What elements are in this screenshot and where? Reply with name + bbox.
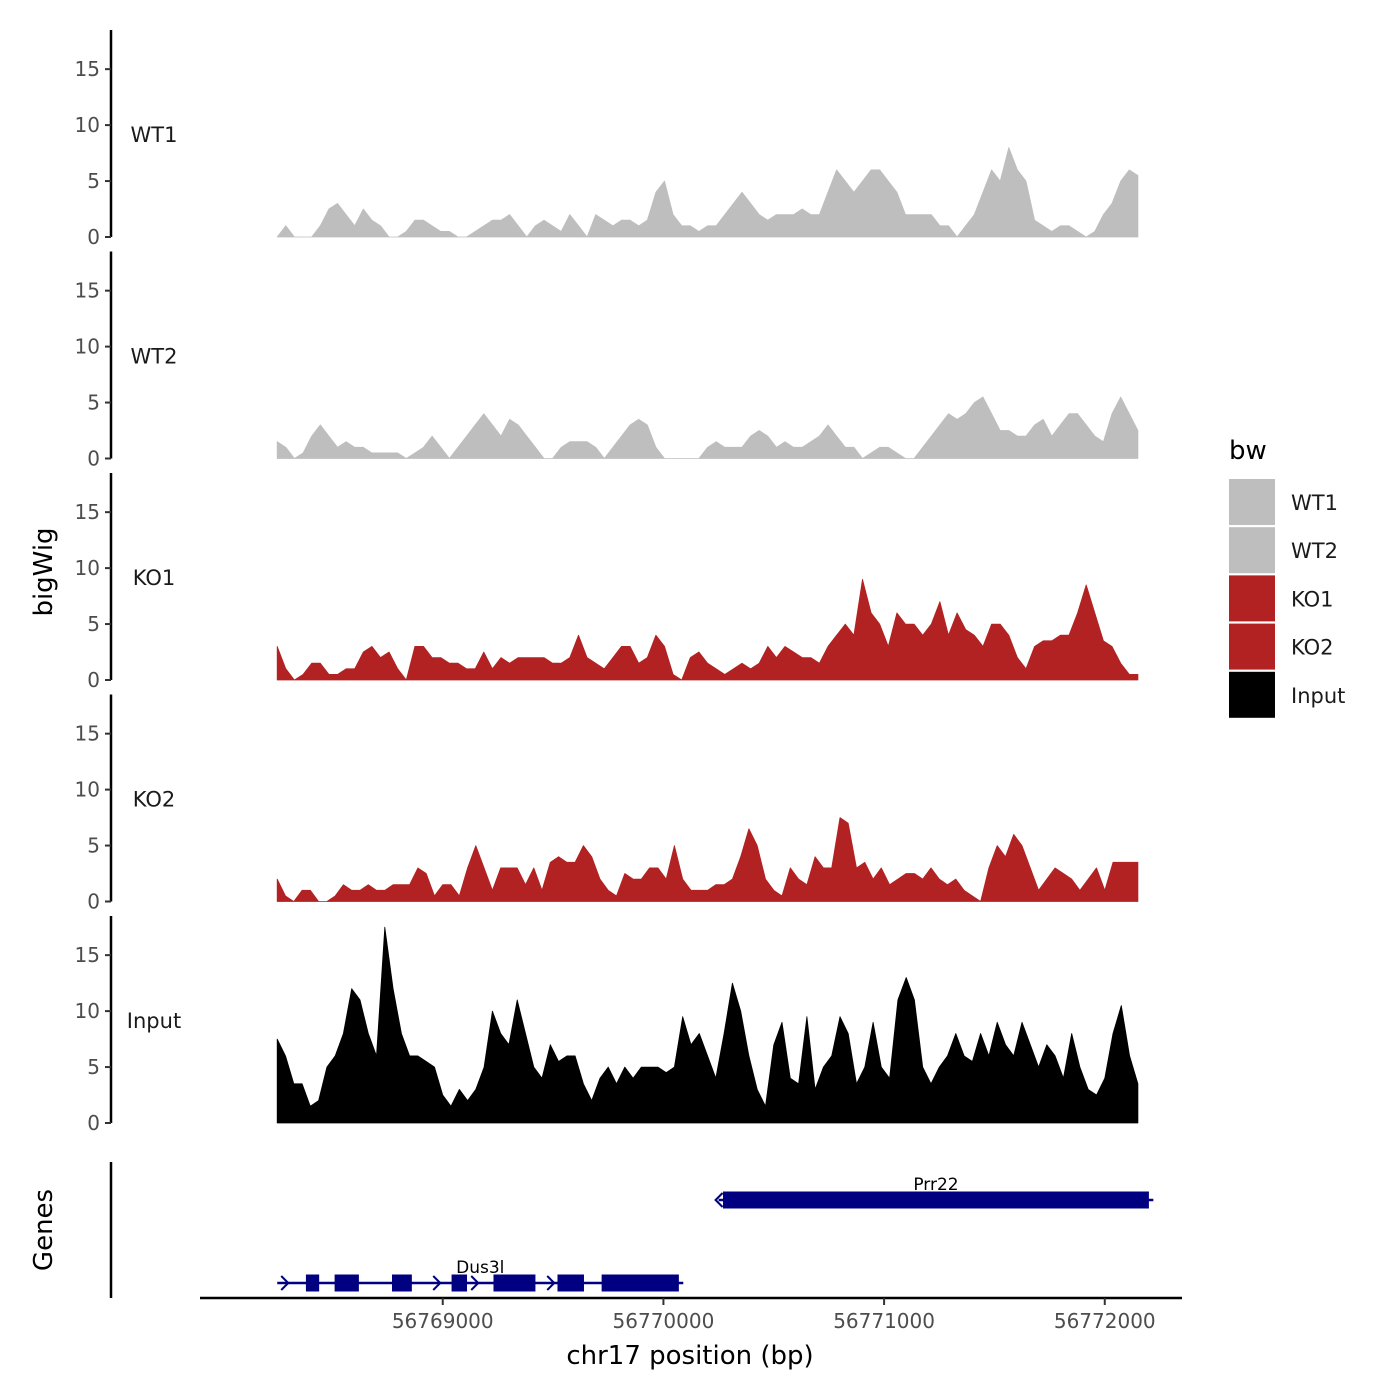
track-ko1: 0 5 10 15 KO1	[75, 473, 1139, 692]
legend-key-wt2	[1229, 527, 1275, 574]
legend-label-ko2: KO2	[1291, 636, 1334, 660]
y-tick-label: 10	[75, 335, 100, 359]
exon	[391, 1274, 412, 1292]
y-tick-label: 15	[75, 943, 100, 967]
track-label: KO1	[133, 566, 176, 590]
x-tick-label: 56769000	[392, 1309, 494, 1333]
signal-area-input	[276, 926, 1139, 1124]
signal-area-ko2	[276, 817, 1139, 902]
x-tick-label: 56772000	[1054, 1309, 1156, 1333]
y-tick-label: 15	[75, 722, 100, 746]
signal-tracks: 0 5 10 15 WT1 0 5 10 15 WT2 0 5 10 15 KO1 0 5 10 15 KO2 0 5 10…	[75, 30, 1139, 1135]
y-tick-label: 10	[75, 113, 100, 137]
x-axis-title: chr17 position (bp)	[566, 1341, 813, 1371]
y-tick-label: 0	[87, 890, 100, 914]
x-tick-label: 56770000	[613, 1309, 715, 1333]
strand-arrow	[432, 1275, 442, 1291]
y-tick-label: 5	[87, 612, 100, 636]
track-label: WT2	[131, 345, 178, 369]
y-tick-label: 10	[75, 556, 100, 580]
track-wt2: 0 5 10 15 WT2	[75, 251, 1139, 471]
strand-arrow	[714, 1192, 724, 1208]
legend-key-wt1	[1229, 479, 1275, 525]
legend-label-ko1: KO1	[1291, 587, 1334, 611]
exon	[493, 1274, 536, 1292]
legend-key-input	[1229, 671, 1275, 718]
y-tick-label: 0	[87, 1111, 100, 1135]
exon	[557, 1274, 584, 1292]
gene-dus3l: Dus3l	[277, 1258, 684, 1292]
signal-area-wt2	[276, 396, 1139, 459]
signal-area-ko1	[276, 578, 1139, 681]
y-axis-title: bigWig	[29, 527, 59, 616]
y-tick-label: 15	[75, 57, 100, 81]
track-input: 0 5 10 15 Input	[75, 916, 1139, 1135]
y-tick-label: 0	[87, 668, 100, 692]
legend: bw WT1 WT2 KO1 KO2 Input	[1229, 436, 1345, 718]
genes-panel: Genes Dus3l Prr22	[29, 1162, 1154, 1298]
strand-arrow	[546, 1275, 556, 1291]
signal-area-wt1	[276, 147, 1139, 238]
track-ko2: 0 5 10 15 KO2	[75, 694, 1139, 914]
y-tick-label: 0	[87, 225, 100, 249]
legend-key-ko2	[1229, 623, 1275, 670]
exon	[451, 1274, 468, 1292]
exon	[305, 1274, 320, 1292]
legend-title: bw	[1229, 436, 1267, 466]
x-tick-label: 56771000	[833, 1309, 935, 1333]
strand-arrow	[470, 1275, 480, 1291]
exon	[601, 1274, 679, 1292]
legend-label-wt1: WT1	[1291, 491, 1338, 515]
y-tick-label: 5	[87, 391, 100, 415]
legend-label-wt2: WT2	[1291, 539, 1338, 563]
y-tick-label: 5	[87, 834, 100, 858]
y-tick-label: 5	[87, 1055, 100, 1079]
y-tick-label: 0	[87, 447, 100, 471]
track-label: WT1	[131, 123, 178, 147]
track-label: Input	[127, 1009, 181, 1033]
gene-label: Prr22	[913, 1175, 958, 1195]
y-tick-label: 15	[75, 500, 100, 524]
gene-label: Dus3l	[456, 1258, 504, 1278]
legend-label-input: Input	[1291, 684, 1345, 708]
y-tick-label: 10	[75, 778, 100, 802]
track-label: KO2	[133, 788, 176, 812]
y-tick-label: 5	[87, 169, 100, 193]
y-tick-label: 15	[75, 279, 100, 303]
exon	[334, 1274, 359, 1292]
exon	[722, 1191, 1149, 1209]
legend-key-ko1	[1229, 575, 1275, 622]
track-wt1: 0 5 10 15 WT1	[75, 30, 1139, 249]
gene-models: Dus3l Prr22	[277, 1175, 1154, 1292]
genes-axis-title: Genes	[29, 1189, 59, 1271]
y-tick-label: 10	[75, 999, 100, 1023]
gene-prr22: Prr22	[714, 1175, 1154, 1209]
strand-arrow	[280, 1275, 290, 1291]
x-axis: 56769000 56770000 56771000 56772000 chr17 p…	[200, 1296, 1182, 1371]
